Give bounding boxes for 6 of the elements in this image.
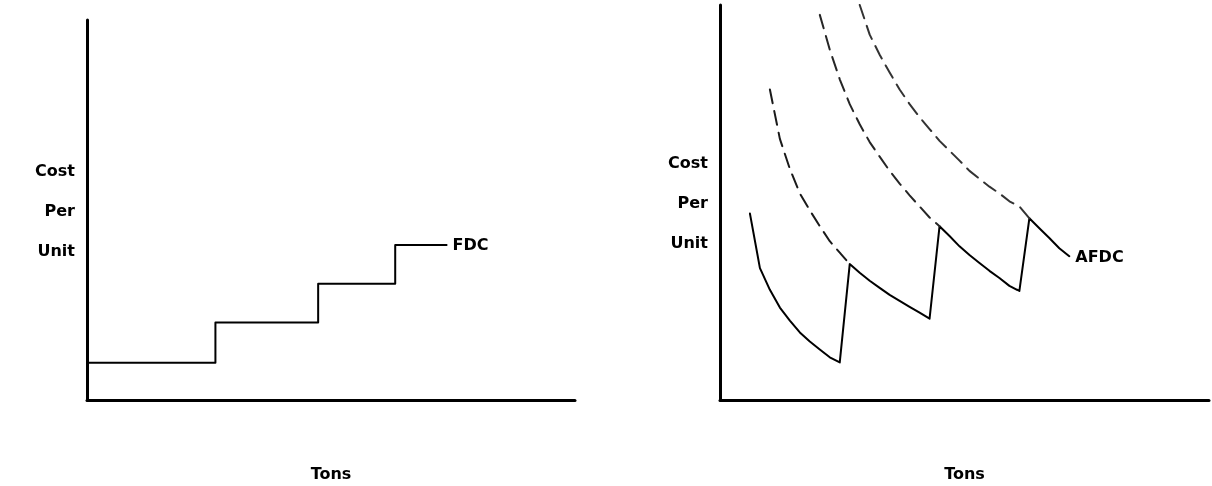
text: Cost Per Unit (35, 160, 75, 260)
series-label: AFDC (1075, 246, 1124, 266)
text: Cost Per Unit (668, 153, 708, 252)
x-axis-title: Tons (310, 463, 352, 483)
x-axis-title: Tons (944, 463, 985, 483)
series-label: FDC (452, 235, 489, 255)
